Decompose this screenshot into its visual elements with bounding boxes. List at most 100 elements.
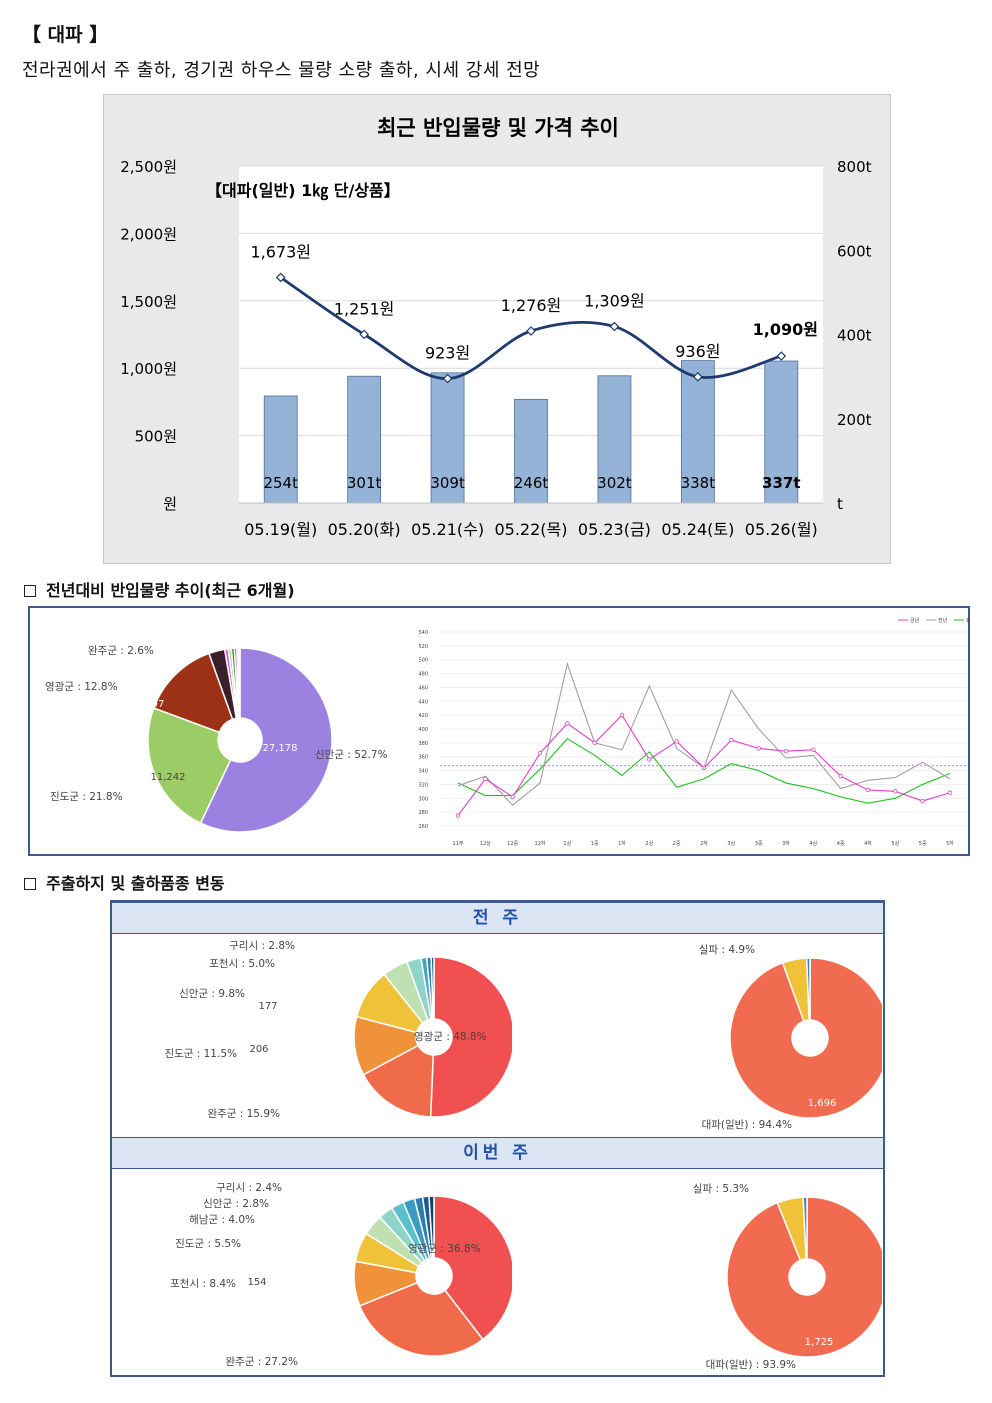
x-tick-label: 3중: [755, 841, 763, 847]
y-tick-label: 380: [418, 741, 428, 747]
slice-label: 구리시 : 2.4%: [216, 1182, 282, 1194]
volume-bar: [597, 375, 632, 504]
slice-label: 완주군 : 27.2%: [225, 1355, 298, 1368]
checkbox-square-icon: [24, 878, 36, 890]
y-tick-label: 440: [418, 699, 428, 705]
price-label: 1,309원: [584, 292, 645, 311]
y-tick-label: 500: [418, 658, 428, 664]
slice-label: 완주군 : 15.9%: [207, 1107, 280, 1120]
x-tick-label: 2상: [645, 840, 653, 847]
left-tick-label: 2,000원: [120, 225, 177, 243]
slice-value-label: 1,696: [808, 1098, 837, 1109]
price-point: [776, 351, 787, 361]
series-line: [457, 661, 951, 806]
right-tick-label: 200t: [837, 411, 872, 429]
slice-label: 실파 : 5.3%: [693, 1183, 749, 1195]
x-tick-label: 1중: [591, 841, 599, 847]
pie-slice: [429, 956, 512, 1118]
slice-label: 진도군 : 11.5%: [164, 1048, 237, 1060]
series-point: [783, 748, 789, 754]
series-point: [483, 776, 488, 782]
price-point: [526, 326, 536, 336]
pie-slice: [802, 1196, 808, 1260]
y-tick-label: 540: [418, 630, 428, 636]
page-title: 【 대파 】: [22, 24, 109, 46]
volume-bar: [263, 395, 298, 504]
yoy-line-chart: 260 280 300 320 340 360 380 400 420 440 460 480 500 5…: [418, 617, 970, 847]
x-tick-label: 05.23(금): [578, 520, 651, 539]
left-tick-label: 1,000원: [120, 360, 177, 378]
legend-label: 평년: [966, 617, 970, 624]
last-week-band: 전 주: [112, 902, 883, 934]
x-tick-label: 2중: [673, 841, 681, 847]
x-tick-label: 4하: [864, 840, 872, 847]
volume-label: 246t: [514, 474, 549, 492]
slice-label: 해남군 : 4.0%: [189, 1213, 255, 1226]
pie-slice: [199, 647, 333, 833]
y-tick-label: 520: [418, 644, 428, 650]
this-week-band: 이번 주: [112, 1137, 883, 1169]
y-tick-label: 320: [418, 782, 428, 788]
legend-label: 금년: [910, 617, 920, 624]
pie-slice: [729, 957, 882, 1119]
y-tick-label: 300: [418, 796, 428, 802]
slice-value-label: 1,725: [805, 1337, 834, 1348]
volume-bar: [514, 398, 548, 504]
this-week-origin-pie: 675501154영광군 : 36.8%완주군 : 27.2%포천시 : 8.4…: [170, 1182, 512, 1368]
x-tick-label: 5하: [946, 840, 954, 847]
x-tick-label: 12하: [535, 840, 546, 847]
slice-label: 신안군 : 9.8%: [179, 988, 245, 1000]
pie-slice: [237, 647, 241, 719]
volume-label: 301t: [347, 474, 382, 492]
left-tick-label: 2,500원: [120, 158, 177, 176]
price-point: [693, 371, 703, 382]
y-tick-label: 480: [418, 672, 428, 678]
this-week-variety-pie: 1,725 대파(일반) : 93.9% 실파 : 5.3%: [693, 1183, 882, 1371]
series-point: [674, 739, 679, 744]
x-tick-label: 05.20(화): [328, 520, 401, 539]
section-origin-heading: 주출하지 및 출하품종 변동: [24, 870, 225, 894]
yoy-panel: 27,178 11,242 6,607 신안군 : 52.7% 진도군 : 21.8% 영…: [28, 606, 970, 856]
section-yoy-heading: 전년대비 반입물량 추이(최근 6개월): [24, 577, 295, 601]
series-point: [592, 740, 597, 746]
last-week-variety-pie: 1,696 대파(일반) : 94.4% 실파 : 4.9%: [699, 944, 882, 1131]
volume-bar: [347, 375, 382, 504]
series-point: [893, 789, 898, 794]
price-label: 936원: [675, 342, 720, 361]
slice-label: 신안군 : 2.8%: [203, 1198, 269, 1210]
x-tick-label: 05.21(수): [411, 520, 484, 539]
pie-slice: [358, 1281, 484, 1357]
series-point: [565, 721, 570, 726]
series-point: [865, 787, 871, 793]
series-point: [838, 773, 843, 779]
right-tick-label: 600t: [837, 242, 872, 260]
y-tick-label: 420: [418, 713, 428, 719]
origin-variety-panel: 전 주 877286206177영광군 : 48.8%완주군 : 15.9%진도…: [110, 900, 885, 1377]
price-volume-chart: 최근 반입물량 및 가격 추이 【대파(일반) 1㎏ 단/상품】 254t 301…: [120, 116, 872, 539]
x-tick-label: 2하: [700, 840, 708, 847]
series-point: [647, 757, 652, 762]
y-tick-label: 400: [418, 727, 428, 733]
pie-slice: [428, 1195, 435, 1259]
volume-bar: [430, 372, 465, 504]
volume-bar: [764, 360, 799, 504]
slice-label: 구리시 : 2.8%: [229, 940, 295, 952]
section-origin-title: 주출하지 및 출하품종 변동: [46, 874, 225, 893]
y-tick-label: 360: [418, 755, 428, 761]
right-tick-label: t: [837, 495, 843, 513]
legend-label: 전년: [938, 617, 948, 624]
pie-slice: [353, 1015, 420, 1076]
slice-label: 영광군 : 48.8%: [414, 1031, 487, 1043]
slice-label: 포천시 : 8.4%: [170, 1278, 236, 1290]
x-tick-label: 05.22(목): [494, 520, 567, 539]
x-tick-label: 12상: [480, 840, 491, 847]
y-tick-label: 260: [418, 824, 428, 830]
series-point: [920, 798, 925, 804]
section-yoy-title: 전년대비 반입물량 추이(최근 6개월): [46, 581, 295, 600]
series-point: [619, 712, 625, 718]
slice-label: 완주군 : 2.6%: [88, 644, 154, 657]
x-tick-label: 4상: [809, 840, 817, 847]
price-point: [275, 272, 286, 283]
checkbox-square-icon: [24, 585, 36, 597]
y-tick-label: 460: [418, 685, 428, 691]
